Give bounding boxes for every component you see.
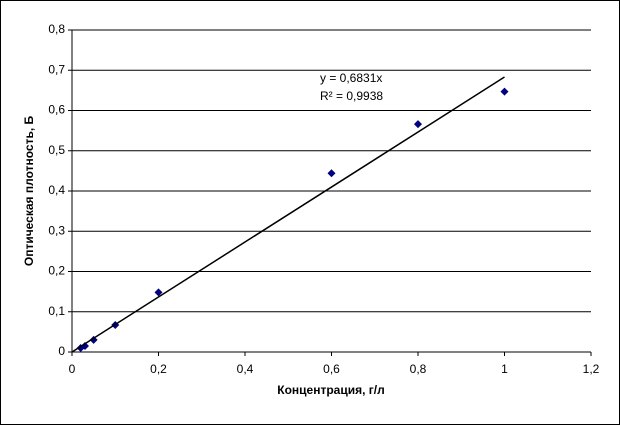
x-tick-label: 0,4 xyxy=(237,362,254,376)
y-axis-title: Оптическая плотность, Б xyxy=(22,115,36,266)
trendline xyxy=(71,76,505,353)
x-tick-label: 0,2 xyxy=(150,362,167,376)
y-tick-label: 0,8 xyxy=(48,22,65,36)
y-tick-label: 0,1 xyxy=(48,304,65,318)
x-tick-label: 0,6 xyxy=(323,362,340,376)
y-tick-label: 0,6 xyxy=(48,103,65,117)
y-tick-label: 0,7 xyxy=(48,62,65,76)
y-tick-label: 0,5 xyxy=(48,143,65,157)
y-tick-label: 0,4 xyxy=(48,183,65,197)
point xyxy=(500,87,509,96)
point xyxy=(327,169,336,178)
y-tick-label: 0 xyxy=(58,344,65,358)
point xyxy=(89,335,98,344)
y-tick-label: 0,2 xyxy=(48,264,65,278)
y-tick-label: 0,3 xyxy=(48,223,65,237)
point xyxy=(80,341,89,350)
point xyxy=(414,120,422,129)
x-tick-label: 0,8 xyxy=(410,362,427,376)
trendline-r2: R² = 0,9938 xyxy=(320,89,383,103)
x-tick-label: 1,2 xyxy=(583,362,600,376)
x-tick-label: 1 xyxy=(501,362,508,376)
point xyxy=(154,288,163,297)
trendline-equation: y = 0,6831x xyxy=(320,71,382,85)
x-tick-label: 0 xyxy=(69,362,76,376)
x-axis-title: Концентрация, г/л xyxy=(277,383,384,397)
